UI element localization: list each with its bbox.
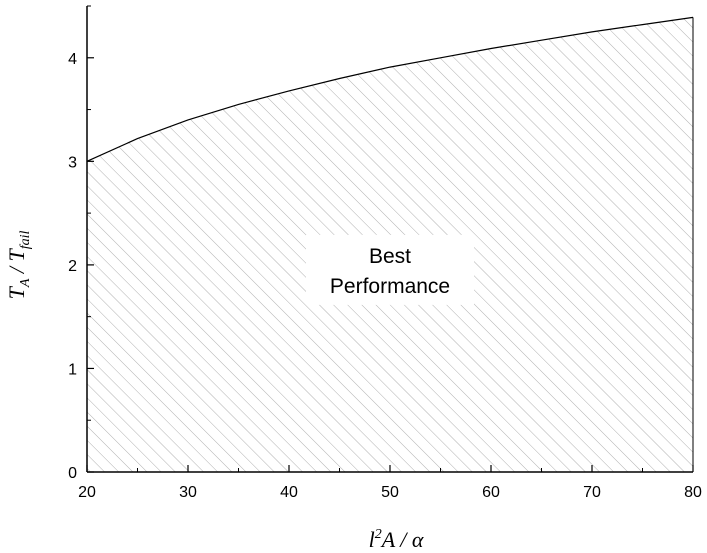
x-tick-label: 20 <box>78 484 96 501</box>
y-tick-label: 3 <box>68 154 77 171</box>
x-tick-label: 30 <box>179 484 197 501</box>
x-axis-label-rest: A / α <box>380 527 424 552</box>
y-axis-label-sub-a: A <box>18 278 33 288</box>
y-ticks: 0 1 2 3 4 <box>68 5 94 482</box>
y-tick-label: 0 <box>68 465 77 482</box>
x-tick-label: 40 <box>280 484 298 501</box>
y-tick-label: 4 <box>68 51 77 68</box>
x-ticks: 20 30 40 50 60 70 80 <box>78 465 702 501</box>
annotation-line-1: Best <box>369 245 411 268</box>
x-axis-label-superscript: 2 <box>375 527 382 542</box>
annotation-line-2: Performance <box>330 275 450 298</box>
x-axis-label: l2A / α <box>369 527 424 552</box>
y-axis-label-t: T <box>4 285 29 299</box>
x-tick-label: 60 <box>482 484 500 501</box>
x-tick-label: 50 <box>381 484 399 501</box>
y-tick-label: 2 <box>68 258 77 275</box>
y-axis-label: TA / Tfail <box>4 230 33 299</box>
annotation: Best Performance <box>306 234 474 305</box>
y-tick-label: 1 <box>68 361 77 378</box>
annotation-background <box>306 234 474 305</box>
y-axis-label-sub-fail: fail <box>18 230 33 249</box>
x-axis-label-l: l <box>369 527 375 552</box>
series-line <box>86 16 694 162</box>
x-tick-label: 70 <box>583 484 601 501</box>
y-axis-label-mid: / T <box>4 247 29 278</box>
x-tick-label: 80 <box>684 484 702 501</box>
